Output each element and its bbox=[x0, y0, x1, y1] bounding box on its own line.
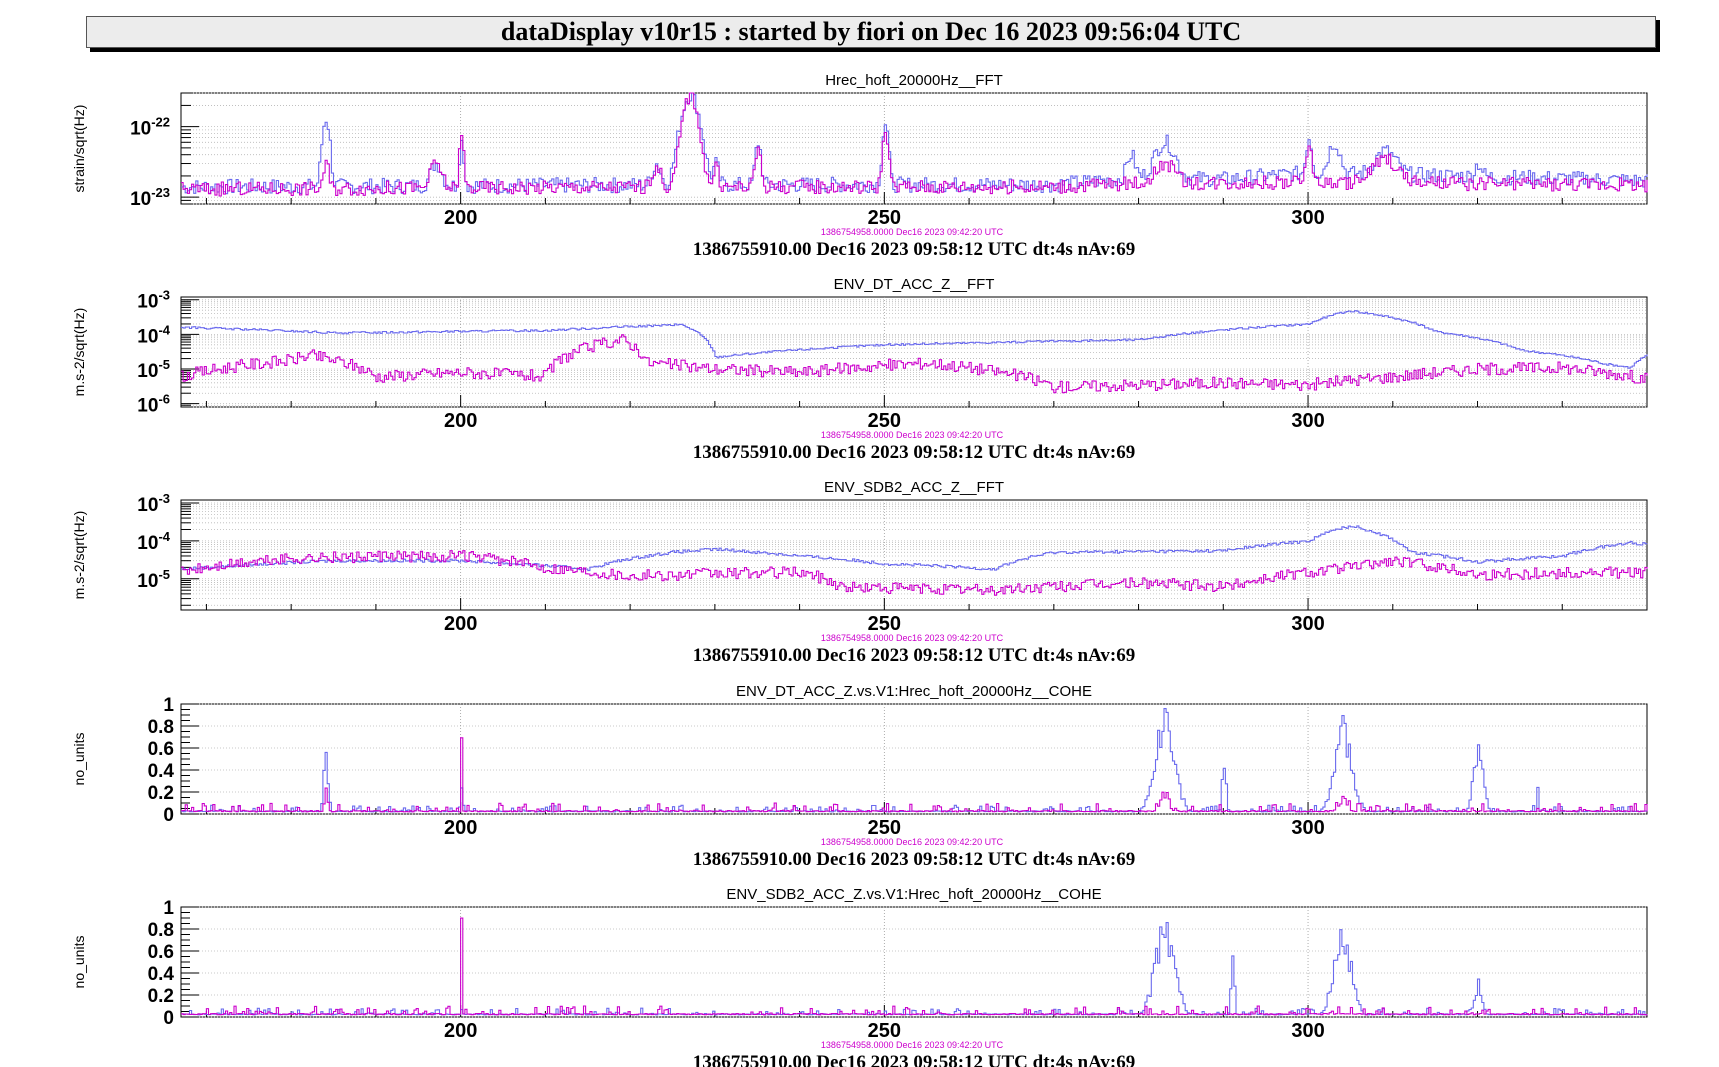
x-tick-label: 200 bbox=[444, 613, 477, 635]
y-tick-label: 10-4 bbox=[137, 529, 170, 554]
reference-timestamp: 1386754958.0000 Dec16 2023 09:42:20 UTC bbox=[821, 430, 1004, 440]
y-tick-label: 10-3 bbox=[137, 288, 170, 313]
y-tick-label: 10-22 bbox=[130, 115, 170, 140]
plot-frame bbox=[180, 703, 1648, 815]
chart-panel-5: ENV_SDB2_ACC_Z.vs.V1:Hrec_hoft_20000Hz__… bbox=[71, 886, 1648, 1067]
y-tick-label: 0.8 bbox=[148, 717, 174, 738]
display-header: dataDisplay v10r15 : started by fiori on… bbox=[86, 16, 1656, 48]
y-tick-label: 1 bbox=[163, 898, 174, 919]
series-current bbox=[181, 334, 1648, 394]
x-tick-label: 200 bbox=[444, 1020, 477, 1042]
y-axis-label: m.s-2/sqrt(Hz) bbox=[71, 511, 87, 600]
y-axis-label: m.s-2/sqrt(Hz) bbox=[71, 308, 87, 397]
reference-timestamp: 1386754958.0000 Dec16 2023 09:42:20 UTC bbox=[821, 1040, 1004, 1050]
chart-footer: 1386755910.00 Dec16 2023 09:58:12 UTC dt… bbox=[693, 1052, 1135, 1067]
chart-footer: 1386755910.00 Dec16 2023 09:58:12 UTC dt… bbox=[693, 442, 1135, 463]
y-tick-label: 0.6 bbox=[148, 942, 174, 963]
series-current bbox=[181, 737, 1648, 813]
x-tick-label: 300 bbox=[1291, 410, 1324, 432]
y-tick-label: 10-6 bbox=[137, 392, 170, 417]
chart-panel-3: ENV_SDB2_ACC_Z__FFT m.s-2/sqrt(Hz) 10-3 10-… bbox=[71, 479, 1648, 666]
chart-title: ENV_SDB2_ACC_Z__FFT bbox=[824, 479, 1004, 496]
y-tick-label: 10-3 bbox=[137, 491, 170, 516]
series-current bbox=[181, 550, 1648, 596]
x-tick-label: 250 bbox=[868, 410, 901, 432]
y-tick-label: 0.6 bbox=[148, 739, 174, 760]
reference-timestamp: 1386754958.0000 Dec16 2023 09:42:20 UTC bbox=[821, 633, 1004, 643]
plot-frame bbox=[180, 906, 1648, 1018]
x-tick-label: 300 bbox=[1291, 207, 1324, 229]
x-tick-label: 200 bbox=[444, 410, 477, 432]
y-axis-label: no_units bbox=[71, 733, 87, 786]
y-tick-label: 10-5 bbox=[137, 357, 170, 382]
y-tick-label: 1 bbox=[163, 695, 174, 716]
y-tick-label: 10-23 bbox=[130, 185, 170, 210]
y-tick-label: 0 bbox=[163, 1008, 174, 1029]
x-tick-label: 200 bbox=[444, 207, 477, 229]
x-tick-label: 250 bbox=[868, 817, 901, 839]
y-tick-label: 0.4 bbox=[148, 761, 175, 782]
chart-title: ENV_SDB2_ACC_Z.vs.V1:Hrec_hoft_20000Hz__… bbox=[726, 886, 1101, 903]
display-title: dataDisplay v10r15 : started by fiori on… bbox=[500, 17, 1242, 46]
y-tick-label: 0.4 bbox=[148, 964, 175, 985]
x-tick-label: 200 bbox=[444, 817, 477, 839]
y-tick-label: 10-5 bbox=[137, 567, 170, 592]
reference-timestamp: 1386754958.0000 Dec16 2023 09:42:20 UTC bbox=[821, 837, 1004, 847]
chart-footer: 1386755910.00 Dec16 2023 09:58:12 UTC dt… bbox=[693, 239, 1135, 260]
chart-panel-1: Hrec_hoft_20000Hz__FFT strain/sqrt(Hz) 10-… bbox=[71, 72, 1648, 260]
y-tick-label: 10-4 bbox=[137, 322, 170, 347]
chart-title: ENV_DT_ACC_Z__FFT bbox=[834, 276, 995, 293]
x-tick-label: 250 bbox=[868, 613, 901, 635]
chart-footer: 1386755910.00 Dec16 2023 09:58:12 UTC dt… bbox=[693, 849, 1135, 870]
chart-title: ENV_DT_ACC_Z.vs.V1:Hrec_hoft_20000Hz__CO… bbox=[736, 683, 1092, 700]
y-axis-label: no_units bbox=[71, 936, 87, 989]
series-current bbox=[181, 917, 1648, 1016]
x-tick-label: 250 bbox=[868, 207, 901, 229]
x-tick-label: 300 bbox=[1291, 613, 1324, 635]
chart-title: Hrec_hoft_20000Hz__FFT bbox=[825, 72, 1003, 89]
y-tick-label: 0.8 bbox=[148, 920, 174, 941]
chart-footer: 1386755910.00 Dec16 2023 09:58:12 UTC dt… bbox=[693, 645, 1135, 666]
x-tick-label: 300 bbox=[1291, 1020, 1324, 1042]
chart-panel-4: ENV_DT_ACC_Z.vs.V1:Hrec_hoft_20000Hz__CO… bbox=[71, 683, 1648, 870]
chart-panel-2: ENV_DT_ACC_Z__FFT m.s-2/sqrt(Hz) 10-3 10-4 1… bbox=[71, 276, 1648, 463]
series-reference bbox=[181, 310, 1648, 369]
reference-timestamp: 1386754958.0000 Dec16 2023 09:42:20 UTC bbox=[821, 227, 1004, 237]
y-axis-label: strain/sqrt(Hz) bbox=[71, 105, 87, 193]
x-tick-label: 250 bbox=[868, 1020, 901, 1042]
y-tick-label: 0.2 bbox=[148, 986, 174, 1007]
y-tick-label: 0 bbox=[163, 805, 174, 826]
x-tick-label: 300 bbox=[1291, 817, 1324, 839]
series-current bbox=[181, 92, 1648, 197]
y-tick-label: 0.2 bbox=[148, 783, 174, 804]
